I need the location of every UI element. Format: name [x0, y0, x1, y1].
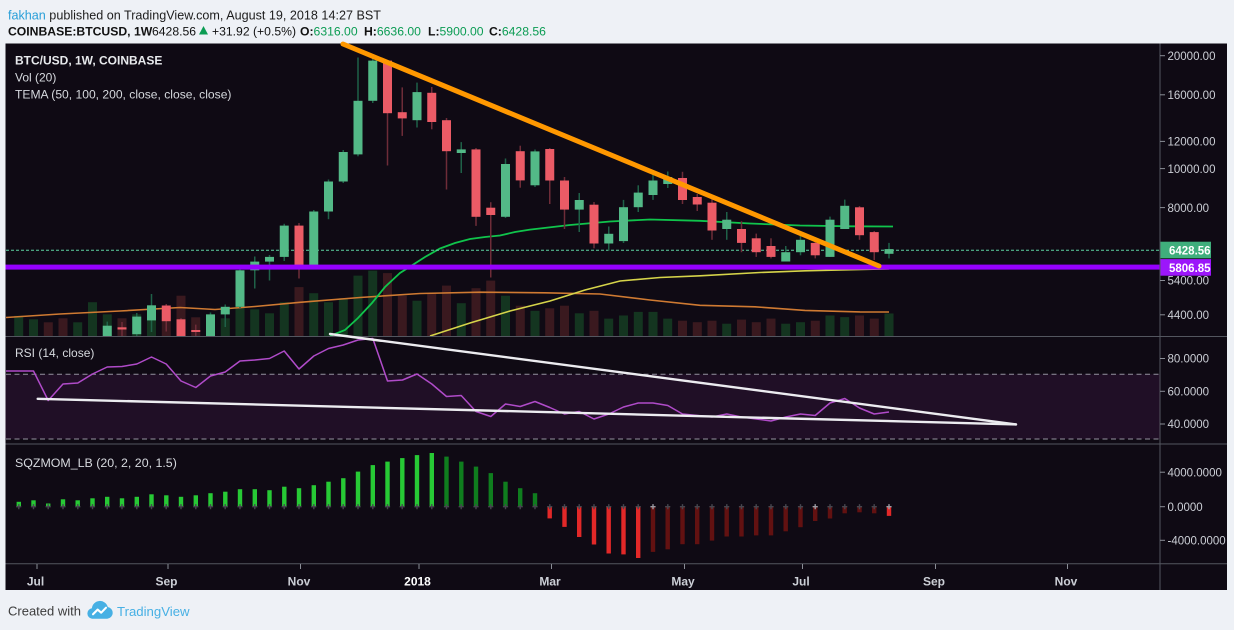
svg-text:Vol (20): Vol (20): [15, 71, 56, 85]
svg-text:Mar: Mar: [539, 575, 561, 589]
svg-text:TEMA (50, 100, 200, close, clo: TEMA (50, 100, 200, close, close, close): [15, 88, 231, 102]
svg-text:Nov: Nov: [288, 575, 311, 589]
svg-text:H:6636.00: H:6636.00: [364, 25, 421, 39]
svg-text:SQZMOM_LB (20, 2, 20, 1.5): SQZMOM_LB (20, 2, 20, 1.5): [15, 456, 177, 470]
svg-text:4000.0000: 4000.0000: [1168, 467, 1222, 479]
svg-text:6428.56: 6428.56: [152, 25, 196, 39]
svg-text:RSI (14, close): RSI (14, close): [15, 346, 94, 360]
svg-text:8000.00: 8000.00: [1168, 203, 1210, 215]
svg-text:5806.85: 5806.85: [1169, 263, 1211, 275]
svg-text:Sep: Sep: [923, 575, 945, 589]
svg-text:6428.56: 6428.56: [1169, 246, 1211, 258]
svg-text:Sep: Sep: [155, 575, 177, 589]
svg-text:Jul: Jul: [27, 575, 44, 589]
svg-text:0.0000: 0.0000: [1168, 502, 1203, 514]
svg-text:BTC/USD, 1W, COINBASE: BTC/USD, 1W, COINBASE: [15, 54, 162, 68]
svg-text:4400.00: 4400.00: [1168, 310, 1210, 322]
svg-text:May: May: [671, 575, 695, 589]
svg-text:40.0000: 40.0000: [1168, 419, 1210, 431]
svg-text:5400.00: 5400.00: [1168, 276, 1210, 288]
svg-text:16000.00: 16000.00: [1168, 90, 1216, 102]
svg-text:O:6316.00: O:6316.00: [300, 25, 358, 39]
svg-text:80.0000: 80.0000: [1168, 354, 1210, 366]
svg-text:TradingView: TradingView: [117, 604, 190, 619]
svg-text:10000.00: 10000.00: [1168, 164, 1216, 176]
svg-text:2018: 2018: [404, 575, 431, 589]
svg-text:Nov: Nov: [1055, 575, 1078, 589]
svg-text:+31.92 (+0.5%): +31.92 (+0.5%): [212, 25, 296, 39]
svg-text:Created with: Created with: [8, 604, 81, 619]
svg-text:20000.00: 20000.00: [1168, 51, 1216, 63]
svg-text:fakhan published on TradingVie: fakhan published on TradingView.com, Aug…: [8, 9, 381, 23]
svg-text:Jul: Jul: [792, 575, 809, 589]
svg-text:COINBASE:BTCUSD, 1W: COINBASE:BTCUSD, 1W: [8, 25, 153, 39]
svg-text:L:5900.00: L:5900.00: [428, 25, 484, 39]
svg-text:C:6428.56: C:6428.56: [489, 25, 546, 39]
svg-text:60.0000: 60.0000: [1168, 387, 1210, 399]
svg-text:-4000.0000: -4000.0000: [1168, 536, 1226, 548]
svg-text:12000.00: 12000.00: [1168, 137, 1216, 149]
